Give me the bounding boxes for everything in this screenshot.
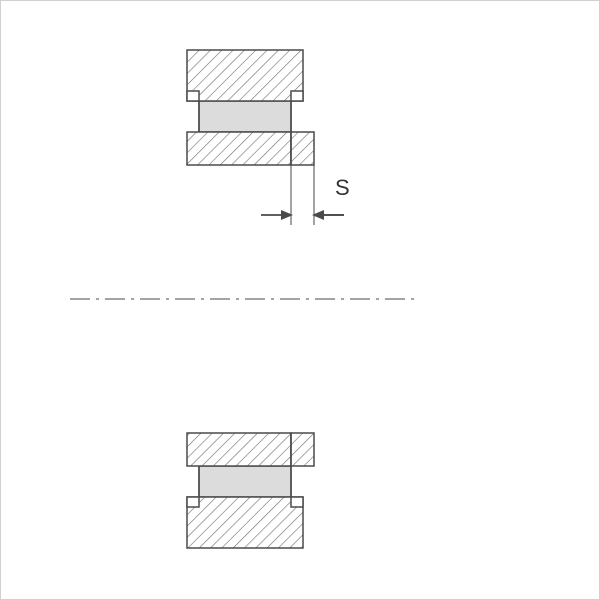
dimension-label-s: S [335, 175, 350, 200]
bearing-cross-section: S [0, 0, 600, 600]
